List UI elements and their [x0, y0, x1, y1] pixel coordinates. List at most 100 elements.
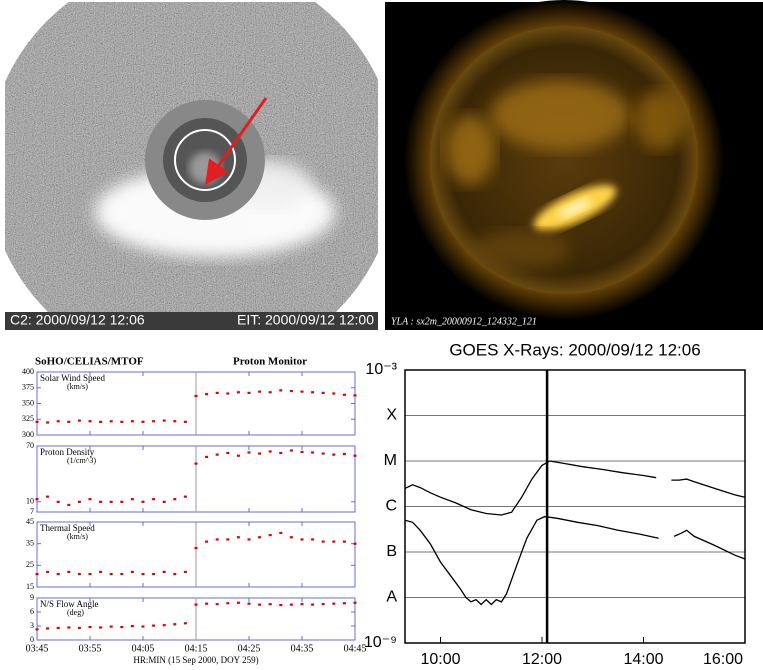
data-point	[141, 625, 145, 628]
x-axis-label: HR:MIN (15 Sep 2000, DOY 259)	[133, 655, 258, 665]
data-point	[120, 420, 124, 423]
data-point	[342, 540, 346, 543]
data-point	[311, 451, 315, 454]
data-point	[215, 538, 219, 541]
c2-caption: C2: 2000/09/12 12:06	[10, 312, 145, 328]
y-tick-label: 35	[26, 538, 34, 547]
data-point	[279, 604, 283, 607]
data-point	[311, 603, 315, 606]
data-point	[109, 500, 113, 503]
data-point	[321, 603, 325, 606]
data-point	[67, 503, 71, 506]
y-tick-label: 6	[30, 607, 34, 616]
data-point	[77, 626, 81, 630]
data-point	[88, 625, 92, 629]
y-tick-label: 10	[26, 497, 34, 506]
data-point	[141, 420, 145, 423]
data-point	[67, 626, 71, 629]
data-point	[289, 449, 293, 452]
data-point	[311, 391, 315, 394]
data-point	[35, 498, 39, 501]
data-point	[236, 601, 240, 604]
data-point	[226, 392, 230, 395]
y-tick-label: C	[385, 498, 397, 515]
y-tick-label: 25	[26, 560, 34, 569]
data-point	[321, 452, 325, 455]
data-point	[194, 462, 198, 465]
data-point	[194, 603, 198, 606]
x-tick-label: 16:00	[703, 651, 743, 668]
data-point	[342, 452, 346, 456]
data-point	[56, 573, 60, 576]
x-tick-label: 03:55	[79, 643, 102, 654]
data-point	[120, 573, 124, 576]
data-point	[99, 570, 103, 574]
y-tick-label: 300	[22, 430, 34, 439]
x-tick-label: 04:05	[132, 643, 155, 654]
y-tick-label: 70	[26, 441, 34, 450]
data-point	[130, 498, 134, 501]
y-tick-label: 3	[30, 621, 34, 630]
data-point	[268, 603, 272, 606]
data-point	[173, 623, 177, 626]
x-tick-label: 12:00	[522, 651, 562, 668]
data-point	[300, 450, 304, 454]
data-point	[130, 570, 134, 574]
data-point	[56, 500, 60, 503]
y-tick-label: X	[386, 407, 397, 424]
panel-unit: (deg)	[67, 608, 84, 617]
data-line	[404, 460, 746, 516]
data-point	[88, 573, 92, 576]
data-point	[162, 419, 166, 422]
chart-title: GOES X-Rays: 2000/09/12 12:06	[449, 340, 700, 359]
panel-label: N/S Flow Angle	[40, 599, 99, 609]
data-point	[353, 601, 357, 604]
data-point	[247, 602, 251, 605]
data-point	[279, 451, 283, 455]
x-tick-label: 04:25	[238, 643, 261, 654]
data-point	[152, 573, 156, 576]
plot-frame	[404, 369, 746, 644]
data-point	[353, 542, 357, 545]
data-point	[194, 394, 198, 398]
data-point	[152, 420, 156, 423]
data-point	[152, 498, 156, 501]
data-point	[67, 420, 71, 423]
y-tick-label: 0	[30, 635, 34, 644]
data-point	[35, 573, 39, 576]
data-point	[130, 420, 134, 423]
data-point	[247, 538, 251, 541]
data-point	[99, 500, 103, 503]
data-point	[162, 500, 166, 503]
x-tick-label: 10:00	[420, 651, 460, 668]
data-point	[141, 500, 145, 503]
data-point	[130, 625, 134, 628]
data-point	[226, 451, 230, 455]
data-point	[173, 573, 177, 576]
data-point	[183, 570, 187, 574]
data-point	[236, 536, 240, 539]
data-point	[215, 603, 219, 606]
data-point	[162, 570, 166, 574]
data-point	[300, 538, 304, 541]
data-point	[46, 570, 50, 574]
data-point	[88, 420, 92, 423]
y-tick-label: 10⁻⁹	[364, 634, 397, 651]
data-point	[321, 391, 325, 394]
data-point	[109, 420, 113, 423]
data-point	[56, 626, 60, 630]
data-point	[268, 391, 272, 394]
data-point	[205, 540, 209, 543]
sxt-image	[385, 0, 763, 330]
y-tick-label: 400	[22, 367, 34, 376]
data-point	[258, 603, 262, 606]
data-point	[258, 536, 262, 539]
data-point	[56, 420, 60, 423]
chart-title: SoHO/CELIAS/MTOF	[35, 356, 144, 368]
data-point	[205, 602, 209, 605]
data-point	[332, 602, 336, 605]
data-point	[109, 573, 113, 576]
data-point	[226, 602, 230, 605]
y-tick-label: 10⁻³	[365, 361, 397, 378]
data-point	[279, 531, 283, 535]
